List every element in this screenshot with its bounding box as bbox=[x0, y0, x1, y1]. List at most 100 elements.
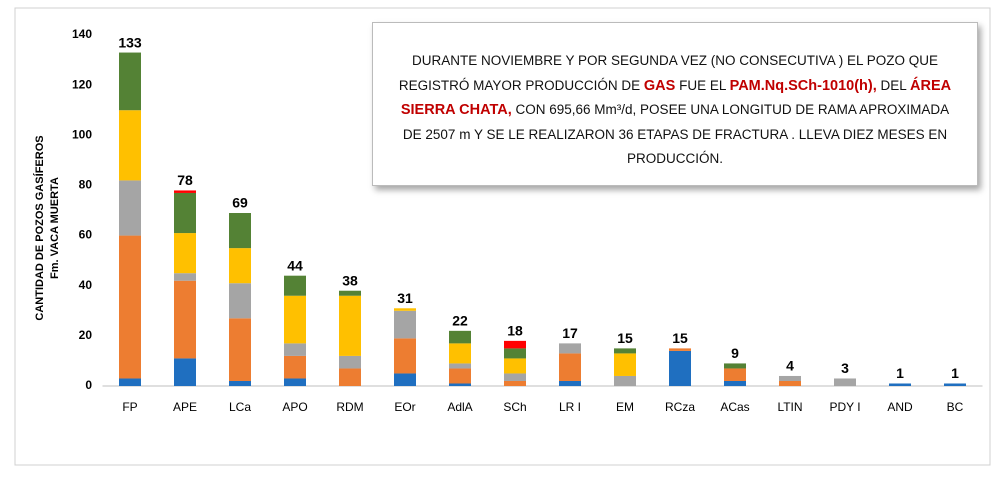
bar-segment bbox=[504, 340, 526, 349]
bar-segment bbox=[229, 248, 251, 284]
bar-segment bbox=[834, 378, 856, 386]
total-label: 18 bbox=[507, 323, 523, 339]
bar-segment bbox=[229, 318, 251, 381]
bar-segment bbox=[119, 110, 141, 181]
bar-segment bbox=[229, 283, 251, 319]
total-label: 15 bbox=[672, 330, 688, 346]
bar-segment bbox=[504, 358, 526, 374]
bar-segment bbox=[229, 213, 251, 249]
bar-segment bbox=[174, 233, 196, 274]
bar-segment bbox=[284, 295, 306, 344]
bar-segment bbox=[119, 235, 141, 379]
bar-segment bbox=[724, 368, 746, 381]
y-tick-label: 100 bbox=[72, 127, 92, 141]
x-tick-label: PDY I bbox=[829, 400, 860, 414]
total-label: 38 bbox=[342, 272, 358, 288]
annotation-highlight: ÁREA SIERRA CHATA, bbox=[400, 77, 952, 119]
y-tick-label: 140 bbox=[72, 27, 92, 41]
bar-segment bbox=[394, 310, 416, 339]
bar-segment bbox=[779, 380, 801, 386]
annotation-text: DURANTE NOVIEMBRE Y POR SEGUNDA VEZ (NO … bbox=[398, 53, 939, 93]
bar-segment bbox=[394, 338, 416, 374]
x-tick-label: APE bbox=[173, 400, 197, 414]
bar-segment bbox=[119, 180, 141, 236]
y-tick-label: 20 bbox=[79, 328, 93, 342]
bar-segment bbox=[339, 290, 361, 296]
annotation-box: DURANTE NOVIEMBRE Y POR SEGUNDA VEZ (NO … bbox=[372, 22, 978, 186]
bar-segment bbox=[174, 192, 196, 234]
bar-segment bbox=[174, 280, 196, 359]
annotation-text: DEL bbox=[876, 77, 911, 93]
bar-segment bbox=[669, 348, 691, 351]
y-axis-label: CANTIDAD DE POZOS GASÍFEROS bbox=[33, 135, 46, 320]
total-label: 44 bbox=[287, 257, 303, 273]
total-label: 69 bbox=[232, 195, 248, 211]
total-label: 15 bbox=[617, 330, 633, 346]
bar-segment bbox=[944, 383, 966, 386]
bar-segment bbox=[394, 373, 416, 386]
total-label: 4 bbox=[786, 358, 794, 374]
annotation-highlight: PAM.Nq.SCh-1010(h), bbox=[729, 77, 877, 94]
bar-segment bbox=[449, 368, 471, 384]
bar-segment bbox=[339, 355, 361, 369]
bar-segment bbox=[614, 348, 636, 354]
y-tick-label: 120 bbox=[72, 77, 92, 91]
bar-segment bbox=[449, 343, 471, 364]
bar-segment bbox=[174, 358, 196, 386]
bar-segment bbox=[559, 353, 581, 381]
annotation-text: FUE EL bbox=[675, 77, 730, 93]
bar-segment bbox=[724, 380, 746, 386]
total-label: 133 bbox=[118, 34, 142, 50]
y-tick-label: 0 bbox=[85, 378, 92, 392]
annotation-text: CON 695,66 Mm³/d, POSEE UNA LONGITUD DE … bbox=[402, 102, 950, 166]
bar-segment bbox=[339, 295, 361, 356]
x-tick-label: AdlA bbox=[447, 400, 472, 414]
bar-segment bbox=[119, 378, 141, 386]
y-axis-label: Fm. VACA MUERTA bbox=[49, 177, 61, 279]
total-label: 31 bbox=[397, 290, 413, 306]
bar-segment bbox=[284, 343, 306, 356]
bar-segment bbox=[559, 343, 581, 354]
bar-segment bbox=[724, 363, 746, 369]
x-tick-label: LTIN bbox=[777, 400, 802, 414]
bar-segment bbox=[284, 355, 306, 379]
bar-segment bbox=[339, 368, 361, 386]
bar-segment bbox=[449, 383, 471, 386]
x-tick-label: AND bbox=[887, 400, 913, 414]
bar-segment bbox=[504, 380, 526, 386]
x-tick-label: FP bbox=[122, 400, 137, 414]
x-tick-label: LCa bbox=[229, 400, 251, 414]
total-label: 1 bbox=[951, 365, 959, 381]
x-tick-label: ACas bbox=[720, 400, 749, 414]
x-tick-label: SCh bbox=[503, 400, 526, 414]
y-tick-label: 80 bbox=[79, 178, 93, 192]
bar-segment bbox=[669, 350, 691, 386]
bar-segment bbox=[119, 52, 141, 111]
total-label: 22 bbox=[452, 313, 468, 329]
bar-segment bbox=[614, 353, 636, 376]
bar-segment bbox=[779, 375, 801, 381]
total-label: 1 bbox=[896, 365, 904, 381]
y-tick-label: 40 bbox=[79, 278, 93, 292]
bar-segment bbox=[614, 375, 636, 386]
total-label: 9 bbox=[731, 345, 739, 361]
y-tick-label: 60 bbox=[79, 228, 93, 242]
x-tick-label: EOr bbox=[394, 400, 415, 414]
bar-segment bbox=[284, 378, 306, 386]
bar-segment bbox=[889, 383, 911, 386]
bar-segment bbox=[229, 380, 251, 386]
bar-segment bbox=[449, 363, 471, 369]
total-label: 78 bbox=[177, 172, 193, 188]
bar-segment bbox=[559, 380, 581, 386]
x-tick-label: RDM bbox=[336, 400, 363, 414]
bar-segment bbox=[449, 330, 471, 344]
annotation-highlight: GAS bbox=[643, 77, 676, 94]
x-tick-label: BC bbox=[947, 400, 964, 414]
bar-segment bbox=[284, 275, 306, 296]
bar-segment bbox=[174, 273, 196, 281]
bar-segment bbox=[504, 373, 526, 381]
total-label: 17 bbox=[562, 325, 578, 341]
bar-segment bbox=[174, 190, 196, 193]
bar-segment bbox=[504, 348, 526, 359]
